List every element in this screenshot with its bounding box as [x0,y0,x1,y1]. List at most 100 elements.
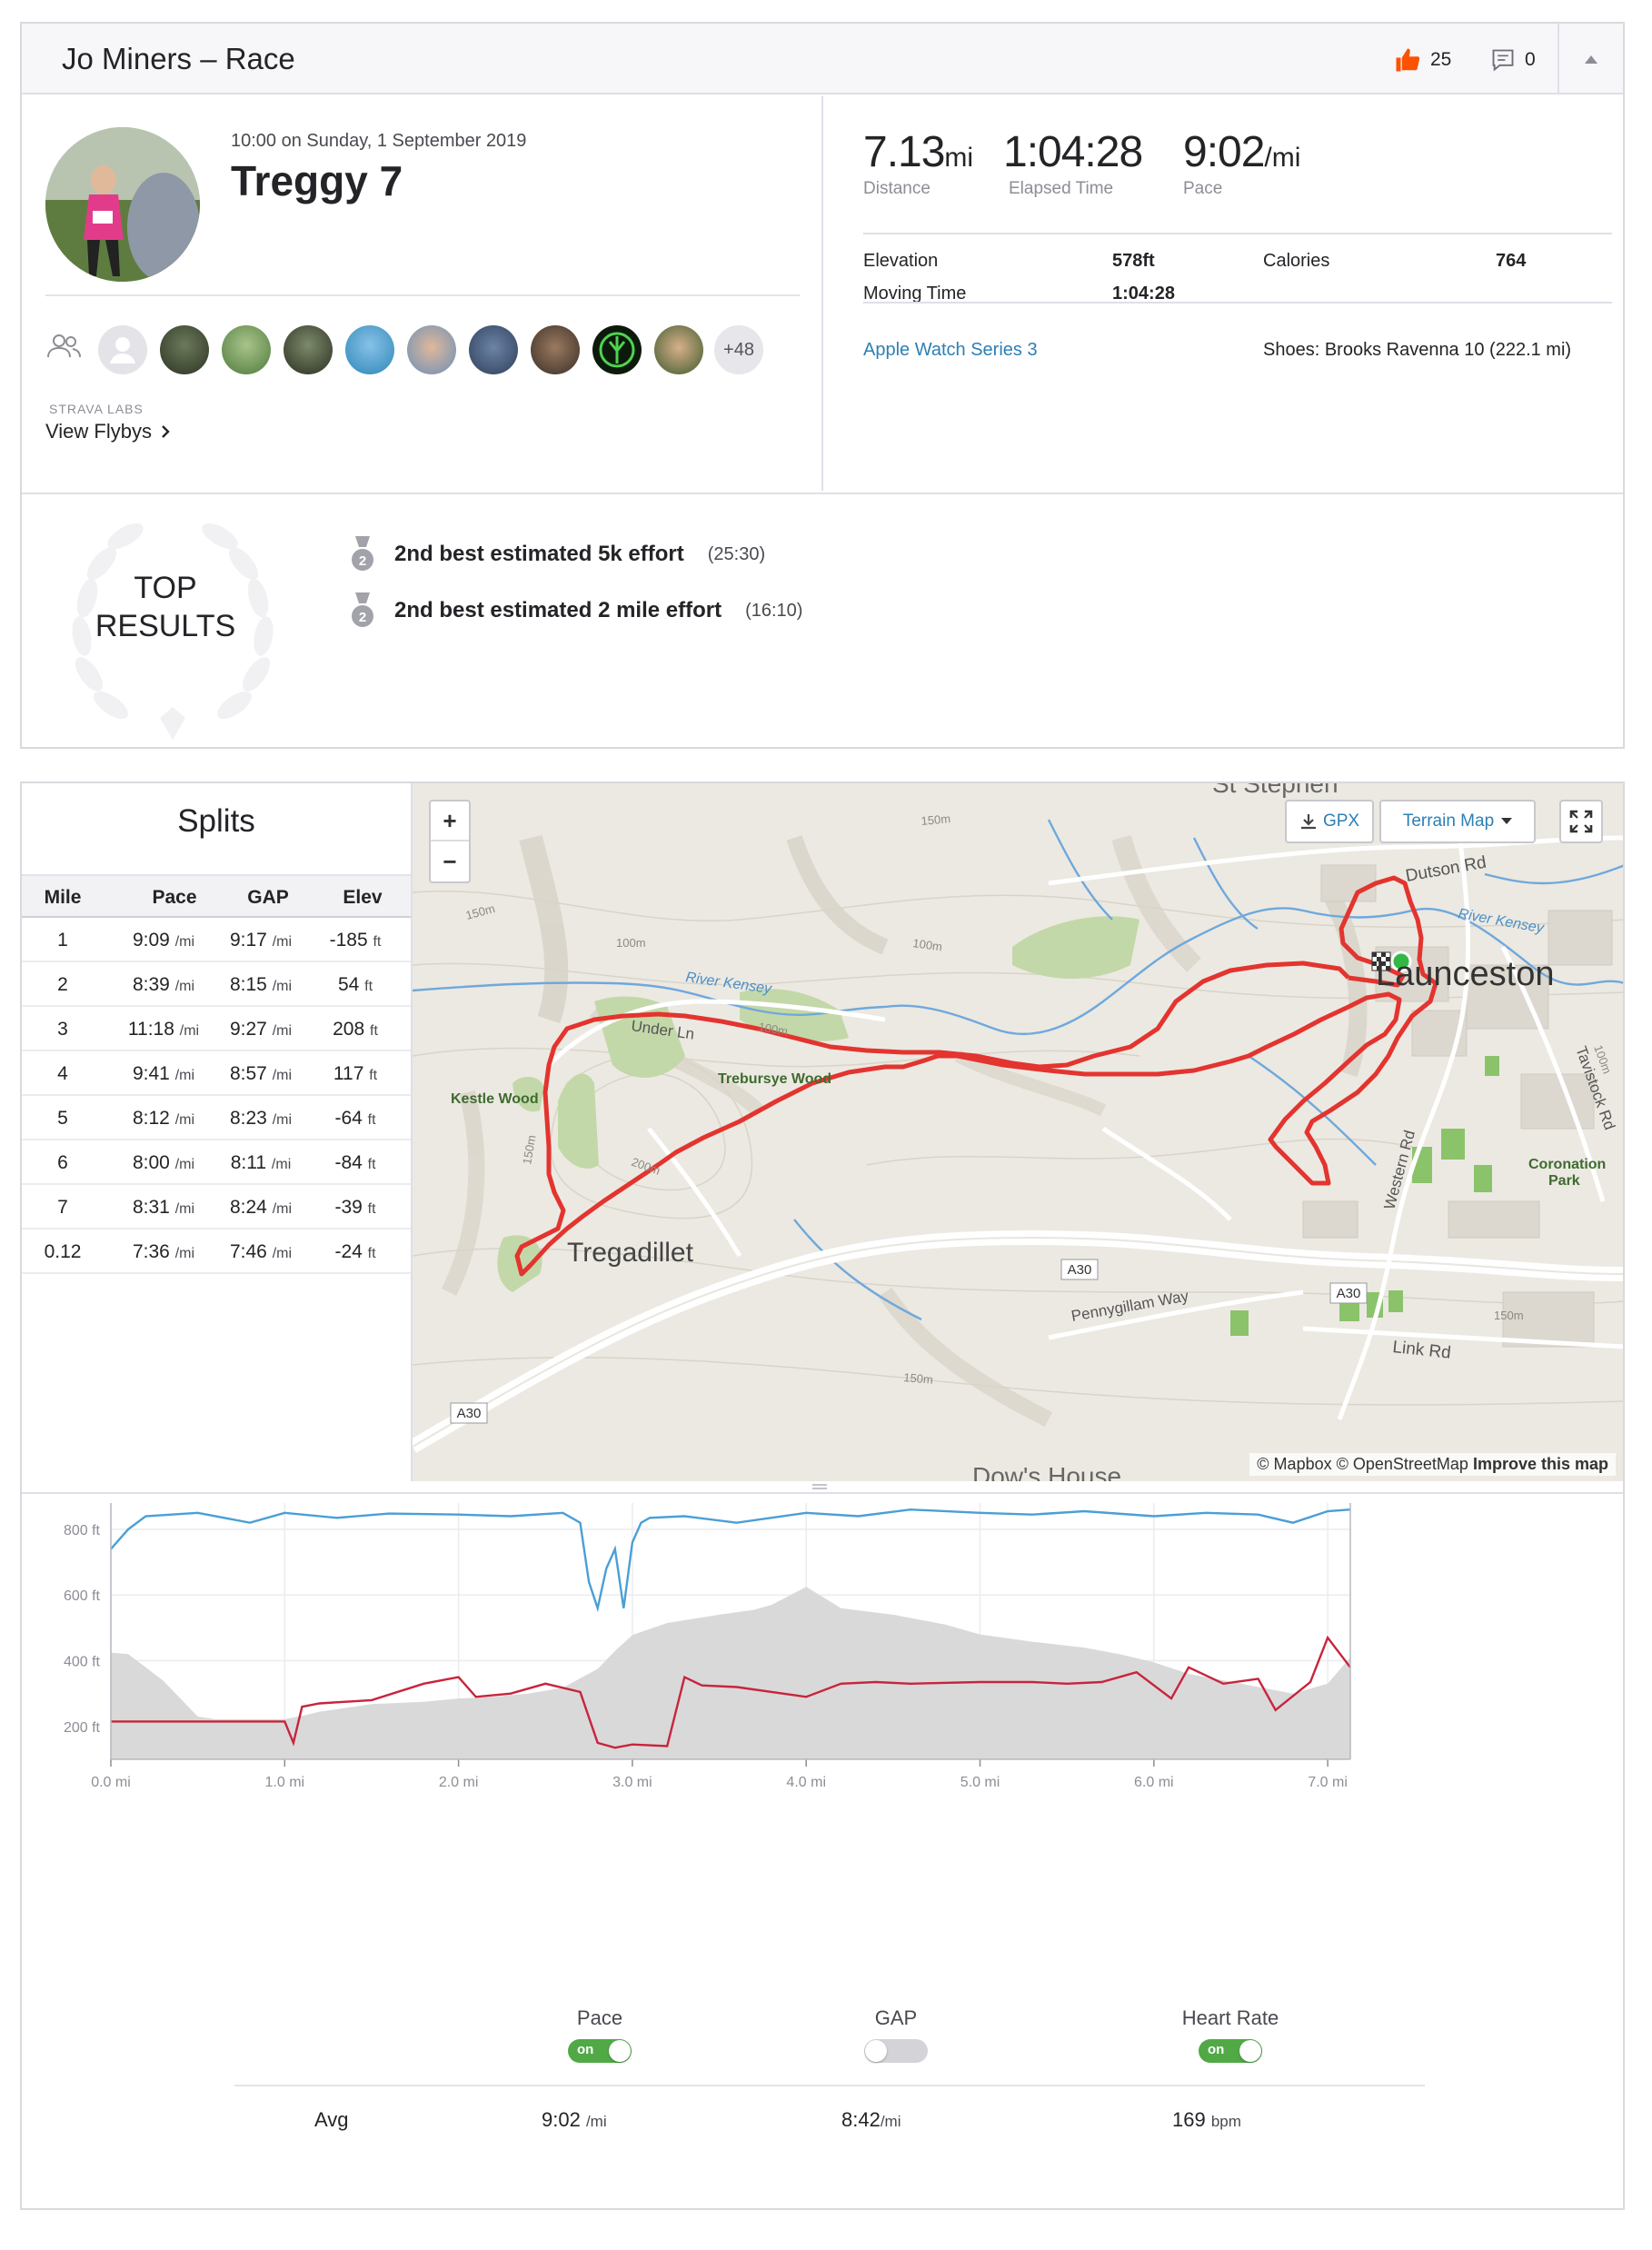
split-pace: 8:39 /mi [132,974,195,995]
calories-value: 764 [1496,251,1527,271]
gpx-download-button[interactable]: GPX [1285,800,1374,843]
athlete-avatar[interactable] [160,325,209,374]
zoom-in-button[interactable]: + [431,801,469,841]
athlete-avatar[interactable] [345,325,394,374]
split-pace: 9:41 /mi [132,1063,195,1084]
device-link[interactable]: Apple Watch Series 3 [863,340,1038,360]
road-label: A30 [1068,1262,1092,1278]
start-marker [1390,951,1412,972]
split-row[interactable]: 3 11:18 /mi 9:27 /mi 208 ft [22,1007,411,1051]
split-elev: -84 ft [334,1152,376,1173]
pace-toggle[interactable]: on [568,2039,632,2063]
split-gap: 7:46 /mi [229,1241,293,1262]
zoom-out-button[interactable]: − [443,847,457,875]
athlete-avatar[interactable] [45,127,200,282]
gap-toggle[interactable] [864,2039,928,2063]
athlete-avatar[interactable] [222,325,271,374]
activity-stats-panel: 7.13mi Distance 1:04:28 Elapsed Time 9:0… [825,96,1623,491]
x-tick-label: 3.0 mi [612,1775,652,1790]
map-attribution: © Mapbox © OpenStreetMap Improve this ma… [1249,1453,1616,1476]
split-elev: -64 ft [334,1108,376,1129]
svg-text:150m: 150m [1494,1309,1524,1322]
achievement-item[interactable]: 2 2nd best estimated 5k effort (25:30) [349,536,765,572]
athlete-avatar[interactable] [531,325,580,374]
kudos-count: 25 [1430,49,1452,70]
split-row[interactable]: 2 8:39 /mi 8:15 /mi 54 ft [22,962,411,1007]
activity-chart[interactable]: 800 ft 600 ft 400 ft 200 ft 0.0 mi 1.0 mi 2.0 … [22,1494,1623,1966]
map-type-label: Terrain Map [1402,811,1495,831]
map-label-kensey: River Kensey [684,970,773,997]
split-mile: 5 [57,1108,68,1129]
svg-text:150m: 150m [520,1134,538,1166]
achievement-time: (16:10) [745,600,803,621]
athlete-avatar-placeholder[interactable] [98,325,147,374]
more-athletes-button[interactable]: +48 [714,325,763,374]
y-tick-label: 400 ft [64,1655,101,1670]
splits-table: Splits Mile Pace GAP Elev 1 9:09 /mi 9:17 … [22,783,411,1481]
map-canvas[interactable]: A30 A30 A30 Launceston Tregadillet St St… [413,783,1623,1481]
split-pace: 7:36 /mi [132,1241,195,1262]
distance-value: 7.13 [863,128,945,176]
heart-rate-toggle[interactable]: on [1199,2039,1262,2063]
collapse-button[interactable] [1557,24,1623,95]
split-row[interactable]: 4 9:41 /mi 8:57 /mi 117 ft [22,1051,411,1096]
top-results-line1: TOP [134,571,197,605]
achievement-text: 2nd best estimated 5k effort [394,542,684,566]
download-icon [1300,814,1316,830]
gpx-label: GPX [1322,811,1360,831]
split-mile: 6 [57,1152,68,1173]
map-label-kestle: Kestle Wood [451,1091,539,1107]
splits-header-elev: Elev [343,887,383,908]
svg-text:100m: 100m [912,936,943,953]
pace-toggle-group: Pace on [509,2006,691,2063]
split-row[interactable]: 7 8:31 /mi 8:24 /mi -39 ft [22,1185,411,1230]
split-row[interactable]: 0.12 7:36 /mi 7:46 /mi -24 ft [22,1230,411,1274]
activity-info-panel: 10:00 on Sunday, 1 September 2019 Treggy… [22,96,823,491]
split-row[interactable]: 5 8:12 /mi 8:23 /mi -64 ft [22,1096,411,1140]
moving-time-label: Moving Time [863,284,967,304]
x-tick-label: 1.0 mi [265,1775,305,1790]
achievement-item[interactable]: 2 2nd best estimated 2 mile effort (16:1… [349,592,802,629]
split-row[interactable]: 1 9:09 /mi 9:17 /mi -185 ft [22,918,411,962]
resize-handle-icon[interactable] [811,1481,829,1492]
elevation-area [111,1587,1350,1759]
view-flybys-link[interactable]: View Flybys [45,420,170,443]
split-elev: 208 ft [333,1019,378,1040]
split-elev: -24 ft [334,1241,376,1262]
map-label-pennygillam: Pennygillam Way [1070,1287,1190,1324]
kudos-button[interactable]: 25 [1394,45,1451,75]
improve-map-link[interactable]: Improve this map [1472,1455,1608,1473]
athlete-avatar[interactable] [469,325,518,374]
split-pace: 8:00 /mi [132,1152,195,1173]
split-pace: 11:18 /mi [127,1019,200,1040]
route-map[interactable]: A30 A30 A30 Launceston Tregadillet St St… [411,783,1623,1481]
split-row[interactable]: 6 8:00 /mi 8:11 /mi -84 ft [22,1140,411,1185]
toggle-knob [609,2040,631,2062]
map-label-trebursye: Trebursye Wood [718,1071,831,1087]
page-title: Jo Miners – Race [62,42,295,75]
pace-toggle-label: Pace [576,2006,623,2029]
elapsed-time-stat: 1:04:28 Elapsed Time [1003,127,1143,199]
split-gap: 9:27 /mi [229,1019,293,1040]
activity-analysis-card: Splits Mile Pace GAP Elev 1 9:09 /mi 9:17 … [20,782,1625,2210]
split-pace: 8:12 /mi [132,1108,195,1129]
map-type-dropdown[interactable]: Terrain Map [1379,800,1536,843]
gap-toggle-group: GAP [805,2006,987,2063]
divider [863,233,1612,234]
x-tick-label: 2.0 mi [439,1775,479,1790]
x-tick-label: 7.0 mi [1308,1775,1348,1790]
map-label-launceston: Launceston [1376,955,1555,993]
pace-value: 9:02 [1183,128,1265,176]
activity-name: Treggy 7 [231,157,403,204]
athlete-avatar[interactable] [592,325,642,374]
comments-button[interactable]: 0 [1490,45,1536,75]
athlete-avatar[interactable] [407,325,456,374]
top-results-label: TOP RESULTS [62,569,269,645]
athlete-avatar[interactable] [654,325,703,374]
split-pace: 8:31 /mi [132,1197,195,1218]
split-mile: 0.12 [44,1241,82,1262]
svg-text:2: 2 [359,553,366,569]
athlete-avatar[interactable] [284,325,333,374]
svg-text:150m: 150m [464,901,496,922]
fullscreen-button[interactable] [1559,800,1603,843]
